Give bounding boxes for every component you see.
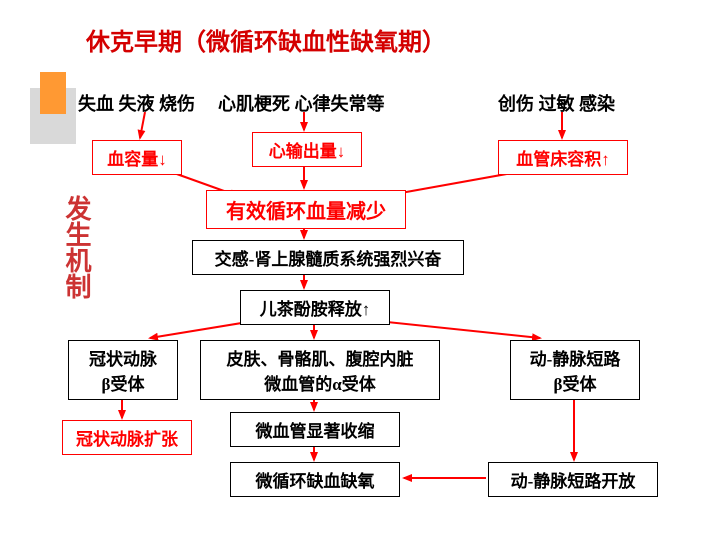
b_alpha: 皮肤、骨骼肌、腹腔内脏 微血管的α受体 [200, 340, 440, 400]
deco-square-orange [40, 72, 66, 114]
b_eff_circ: 有效循环血量减少 [206, 190, 406, 229]
b_vasc_bed: 血管床容积↑ [498, 140, 628, 175]
cause-label-1: 心肌梗死 心律失常等 [218, 90, 385, 116]
page-title: 休克早期（微循环缺血性缺氧期） [86, 22, 446, 57]
b_coronary_b: 冠状动脉 β受体 [68, 340, 178, 400]
cause-label-0: 失血 失液 烧伤 [78, 90, 195, 116]
b_blood_vol: 血容量↓ [92, 140, 182, 175]
b_cardiac: 心输出量↓ [252, 132, 362, 167]
b_constrict: 微血管显著收缩 [230, 412, 400, 447]
side-label: 发生机制 [58, 195, 95, 299]
b_av_beta: 动-静脉短路 β受体 [510, 340, 640, 400]
cause-label-2: 创伤 过敏 感染 [498, 90, 615, 116]
b_coronary_d: 冠状动脉扩张 [62, 420, 192, 455]
b_sns: 交感-肾上腺髓质系统强烈兴奋 [192, 240, 464, 275]
b_ischemia: 微循环缺血缺氧 [230, 462, 400, 497]
b_av_open: 动-静脉短路开放 [488, 462, 658, 497]
b_catech: 儿茶酚胺释放↑ [240, 290, 390, 325]
